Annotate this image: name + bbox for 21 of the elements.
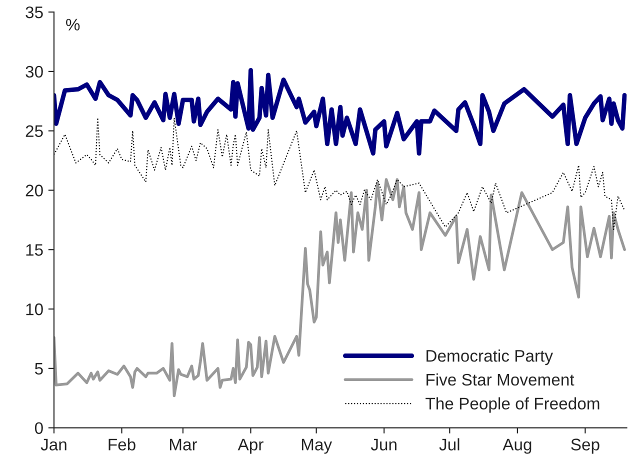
x-tick-label: Feb: [108, 438, 136, 450]
x-tick-label: Jan: [40, 438, 66, 450]
legend-label: The People of Freedom: [426, 397, 600, 413]
y-tick-label: 0: [34, 422, 43, 434]
legend-label: Five Star Movement: [426, 373, 574, 386]
legend-label: Democratic Party: [426, 350, 553, 366]
x-tick-label: May: [302, 438, 332, 454]
x-tick-label: Sep: [571, 438, 600, 454]
y-tick-label: 15: [26, 244, 43, 256]
y-tick-label: 10: [26, 303, 43, 316]
y-tick-label: 35: [26, 6, 43, 18]
x-tick-label: Jul: [439, 438, 460, 450]
x-tick-label: Mar: [170, 438, 198, 450]
y-axis-title: %: [66, 18, 80, 30]
y-tick-label: 20: [26, 184, 43, 196]
x-tick-label: Jun: [370, 438, 396, 450]
x-tick-label: Aug: [502, 438, 532, 454]
y-tick-label: 25: [26, 125, 43, 138]
y-tick-label: 30: [26, 66, 43, 78]
y-tick-label: 5: [34, 362, 43, 375]
x-tick-label: Apr: [238, 438, 264, 454]
